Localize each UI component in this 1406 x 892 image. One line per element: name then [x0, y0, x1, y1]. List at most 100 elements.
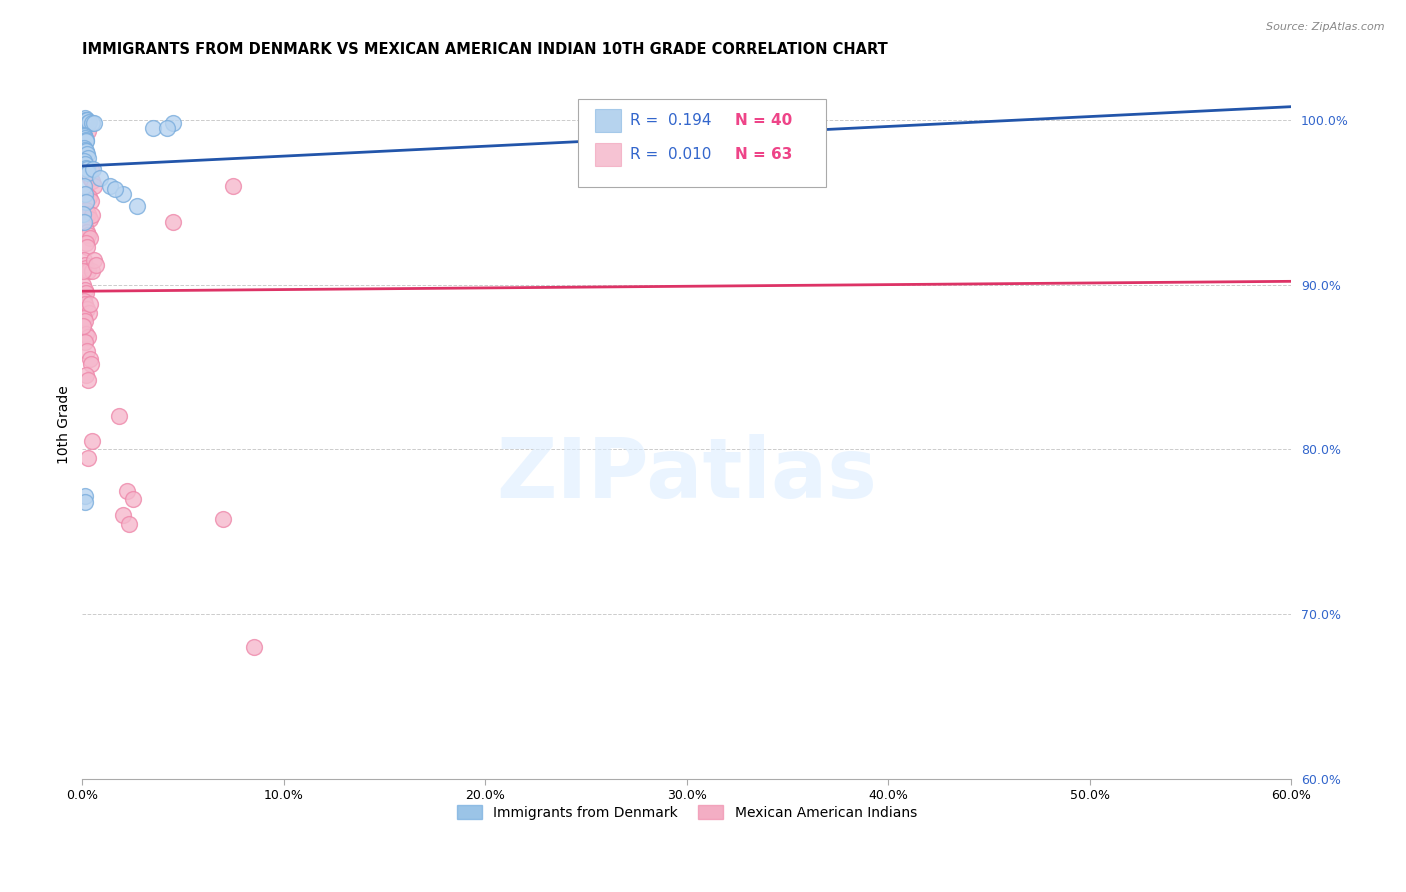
- Point: [100, 178, 122, 193]
- Point: [73, 112, 96, 126]
- Point: [76, 112, 98, 127]
- Point: [79, 170, 101, 185]
- Point: [75, 195, 97, 210]
- Legend: Immigrants from Denmark, Mexican American Indians: Immigrants from Denmark, Mexican America…: [451, 799, 922, 825]
- Point: [72, 145, 94, 160]
- Point: [75, 285, 97, 300]
- Point: [76, 240, 98, 254]
- Point: [75, 326, 97, 341]
- Point: [75, 297, 97, 311]
- Point: [80, 434, 103, 449]
- Point: [72, 318, 94, 333]
- Point: [82, 162, 104, 177]
- Point: [75, 495, 97, 509]
- Point: [75, 203, 97, 218]
- Point: [77, 373, 100, 387]
- Point: [77, 207, 100, 221]
- Point: [212, 511, 235, 525]
- Point: [80, 264, 103, 278]
- Point: [73, 294, 96, 309]
- FancyBboxPatch shape: [578, 99, 825, 187]
- Point: [75, 219, 97, 234]
- Point: [73, 154, 96, 169]
- Point: [75, 143, 97, 157]
- Text: R =  0.194: R = 0.194: [630, 112, 711, 128]
- Point: [121, 491, 143, 506]
- Point: [80, 209, 103, 223]
- Point: [75, 133, 97, 147]
- Point: [73, 178, 96, 193]
- Point: [77, 116, 100, 130]
- Point: [77, 450, 100, 465]
- Point: [142, 121, 165, 136]
- Point: [72, 264, 94, 278]
- Point: [75, 314, 97, 328]
- Point: [73, 489, 96, 503]
- Point: [115, 483, 138, 498]
- Point: [73, 310, 96, 325]
- Point: [79, 351, 101, 366]
- Point: [76, 343, 98, 358]
- Point: [77, 159, 100, 173]
- Point: [222, 178, 245, 193]
- Point: [75, 134, 97, 148]
- Point: [242, 640, 264, 654]
- Point: [75, 261, 97, 276]
- Point: [76, 302, 98, 317]
- Point: [80, 357, 103, 371]
- Point: [73, 154, 96, 169]
- Point: [83, 116, 105, 130]
- Point: [72, 207, 94, 221]
- Point: [77, 264, 100, 278]
- Point: [73, 186, 96, 201]
- Point: [73, 283, 96, 297]
- Point: [162, 215, 184, 229]
- Point: [82, 174, 104, 188]
- Point: [73, 252, 96, 267]
- Text: Source: ZipAtlas.com: Source: ZipAtlas.com: [1267, 22, 1385, 32]
- Text: ZIPatlas: ZIPatlas: [496, 434, 877, 515]
- Point: [77, 330, 100, 344]
- Point: [72, 277, 94, 292]
- Point: [75, 161, 97, 175]
- Point: [162, 116, 184, 130]
- Point: [82, 116, 104, 130]
- Point: [80, 194, 103, 208]
- Point: [76, 147, 98, 161]
- Point: [79, 114, 101, 128]
- Point: [76, 162, 98, 177]
- Point: [156, 121, 179, 136]
- FancyBboxPatch shape: [595, 110, 621, 132]
- Text: N = 40: N = 40: [735, 112, 793, 128]
- Point: [76, 225, 98, 239]
- Point: [73, 128, 96, 142]
- Point: [79, 297, 101, 311]
- Point: [79, 211, 101, 226]
- Point: [75, 335, 97, 350]
- FancyBboxPatch shape: [595, 144, 621, 166]
- Text: IMMIGRANTS FROM DENMARK VS MEXICAN AMERICAN INDIAN 10TH GRADE CORRELATION CHART: IMMIGRANTS FROM DENMARK VS MEXICAN AMERI…: [83, 42, 889, 57]
- Text: R =  0.010: R = 0.010: [630, 146, 711, 161]
- Point: [73, 112, 96, 127]
- Point: [75, 186, 97, 201]
- Point: [83, 252, 105, 267]
- Point: [117, 516, 139, 531]
- Point: [73, 215, 96, 229]
- Point: [75, 368, 97, 383]
- Point: [107, 409, 129, 424]
- Point: [86, 258, 108, 272]
- Point: [75, 112, 97, 127]
- Point: [79, 231, 101, 245]
- Point: [79, 190, 101, 204]
- Point: [103, 182, 125, 196]
- Point: [83, 178, 105, 193]
- Point: [75, 236, 97, 251]
- Point: [77, 165, 100, 179]
- Point: [73, 258, 96, 272]
- Y-axis label: 10th Grade: 10th Grade: [58, 385, 72, 464]
- Point: [89, 170, 111, 185]
- Point: [75, 157, 97, 171]
- Point: [77, 228, 100, 243]
- Point: [80, 162, 103, 177]
- Point: [125, 198, 148, 212]
